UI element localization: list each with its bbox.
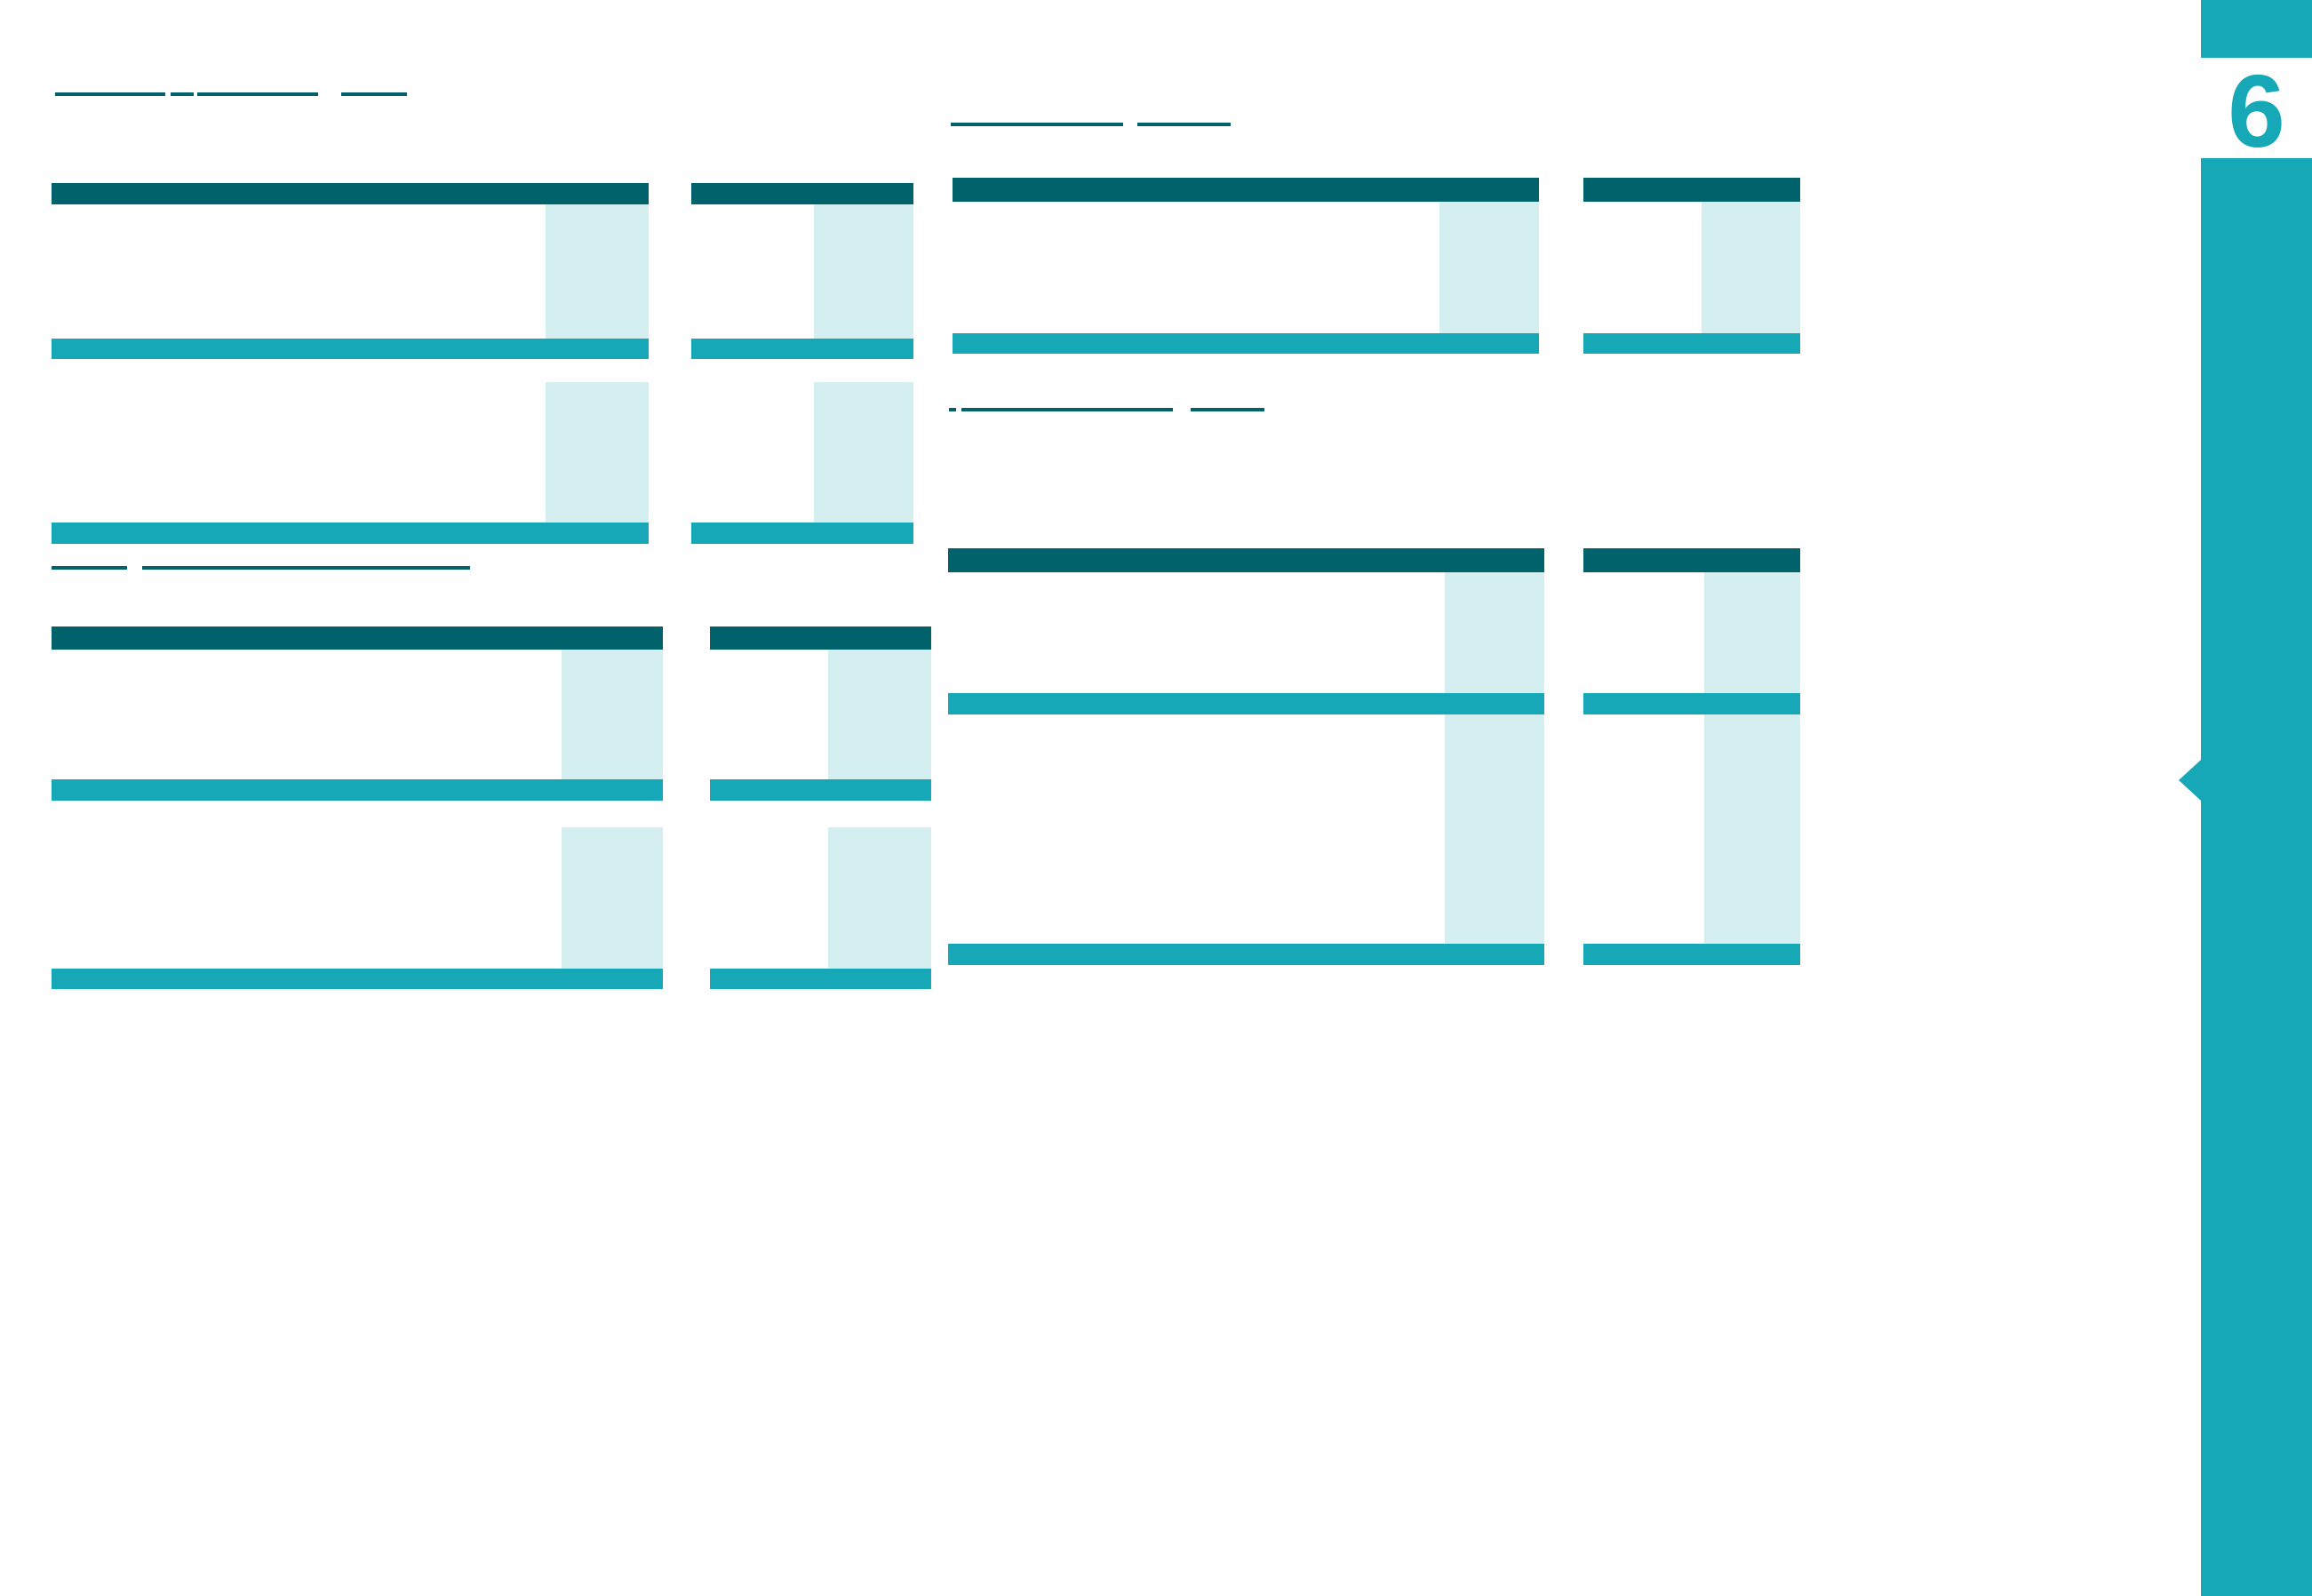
table-total-bar bbox=[948, 944, 1544, 965]
table-header-bar bbox=[52, 183, 649, 204]
column-highlight bbox=[546, 204, 649, 339]
heading-rule bbox=[1191, 408, 1264, 411]
table-total-bar bbox=[52, 339, 649, 359]
heading-rule bbox=[951, 123, 1123, 126]
column-highlight bbox=[562, 827, 663, 969]
heading-rule bbox=[171, 92, 194, 96]
heading-rule bbox=[142, 566, 470, 570]
table-total-bar bbox=[710, 969, 931, 989]
column-highlight bbox=[546, 382, 649, 523]
table-header-bar bbox=[953, 178, 1539, 202]
column-highlight bbox=[828, 650, 931, 779]
table-total-bar bbox=[948, 693, 1544, 714]
table-header-bar bbox=[1583, 178, 1800, 202]
heading-rule bbox=[961, 408, 1173, 411]
table-header-bar bbox=[52, 626, 663, 650]
heading-rule bbox=[341, 92, 407, 96]
column-highlight bbox=[1445, 572, 1544, 693]
heading-rule bbox=[197, 92, 318, 96]
table-header-bar bbox=[948, 548, 1544, 572]
table-header-bar bbox=[691, 183, 913, 204]
heading-rule bbox=[52, 566, 127, 570]
column-highlight bbox=[1704, 572, 1800, 693]
column-highlight bbox=[814, 204, 913, 339]
column-highlight bbox=[814, 382, 913, 523]
heading-rule bbox=[1137, 123, 1231, 126]
table-header-bar bbox=[1583, 548, 1800, 572]
side-tab-notch bbox=[2179, 760, 2201, 801]
table-total-bar bbox=[52, 969, 663, 989]
table-total-bar bbox=[1583, 944, 1800, 965]
table-total-bar bbox=[1583, 333, 1800, 354]
column-highlight bbox=[1445, 714, 1544, 944]
side-tab-bar bbox=[2201, 158, 2312, 1596]
table-total-bar bbox=[52, 779, 663, 801]
table-total-bar bbox=[953, 333, 1539, 354]
side-tab-top bbox=[2201, 0, 2312, 58]
column-highlight bbox=[1702, 202, 1800, 333]
column-highlight bbox=[828, 827, 931, 969]
column-highlight bbox=[562, 650, 663, 779]
heading-rule bbox=[55, 92, 165, 96]
column-highlight bbox=[1439, 202, 1539, 333]
page-number: 6 bbox=[2228, 53, 2285, 169]
heading-rule bbox=[949, 408, 956, 411]
table-header-bar bbox=[710, 626, 931, 650]
table-total-bar bbox=[691, 523, 913, 544]
table-total-bar bbox=[52, 523, 649, 544]
table-total-bar bbox=[691, 339, 913, 359]
column-highlight bbox=[1704, 714, 1800, 944]
table-total-bar bbox=[710, 779, 931, 801]
table-total-bar bbox=[1583, 693, 1800, 714]
